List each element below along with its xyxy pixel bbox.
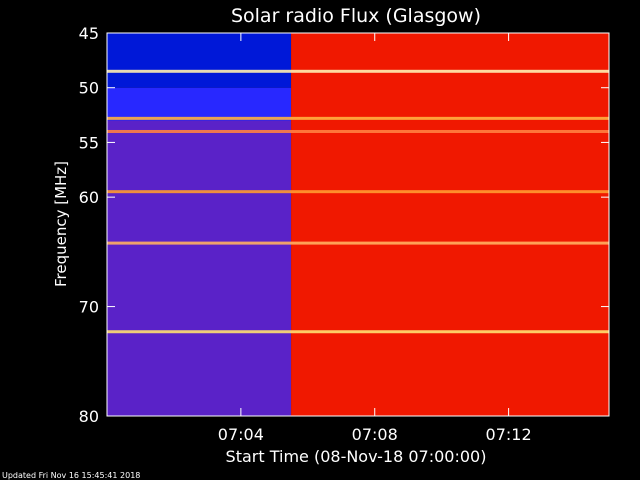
y-tick-label-0: 45: [79, 24, 99, 43]
y-tick-label-4: 70: [79, 298, 99, 317]
x-tick-label-2: 07:12: [486, 425, 532, 444]
updated-footer: Updated Fri Nov 16 15:45:41 2018: [2, 471, 140, 480]
band-5: [107, 330, 609, 334]
region-3: [291, 33, 609, 416]
y-tick-label-1: 50: [79, 79, 99, 98]
y-tick-label-2: 55: [79, 133, 99, 152]
frequency-bands: [107, 69, 609, 334]
y-axis-label: Frequency [MHz]: [52, 161, 70, 287]
band-3: [107, 190, 609, 194]
plot-area: [107, 33, 609, 417]
band-0: [107, 69, 609, 73]
region-0: [107, 33, 292, 88]
region-2: [107, 120, 292, 417]
x-axis-label: Start Time (08-Nov-18 07:00:00): [226, 447, 487, 466]
region-1: [107, 87, 292, 121]
chart-title: Solar radio Flux (Glasgow): [231, 5, 481, 27]
band-1: [107, 116, 609, 120]
y-ticks: 45 50 55 60 70 80: [79, 24, 609, 426]
x-ticks: 07:04 07:08 07:12: [218, 33, 532, 444]
y-tick-label-3: 60: [79, 188, 99, 207]
band-4: [107, 241, 609, 245]
y-tick-label-5: 80: [79, 407, 99, 426]
band-2: [107, 129, 609, 133]
x-tick-label-0: 07:04: [218, 425, 264, 444]
plot-frame: [106, 32, 610, 417]
x-tick-label-1: 07:08: [352, 425, 398, 444]
